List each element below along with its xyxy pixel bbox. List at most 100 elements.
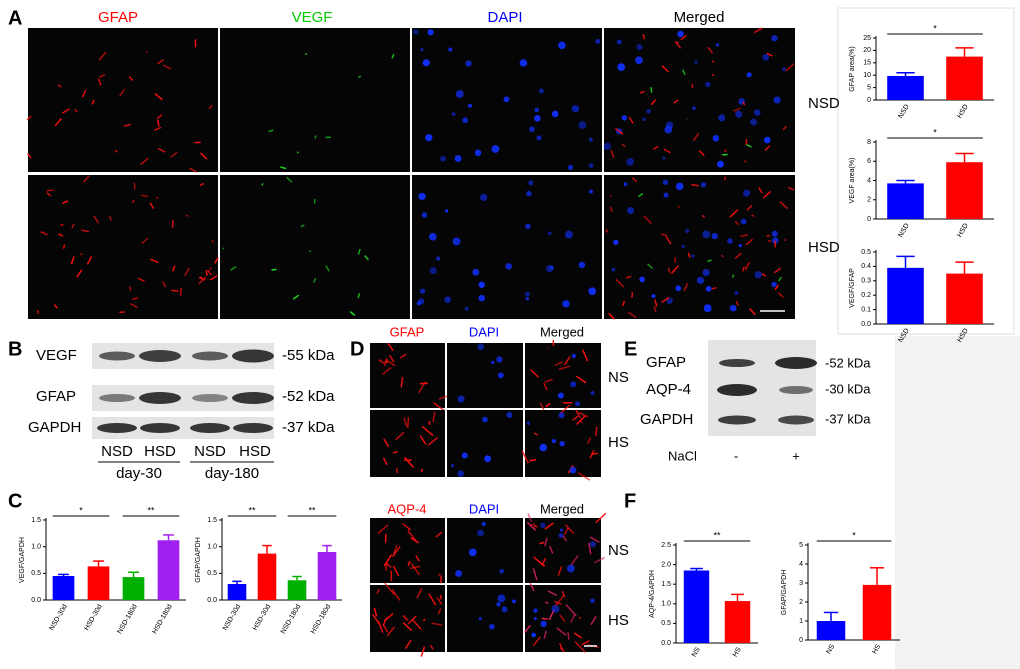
cell — [162, 64, 172, 70]
band — [99, 394, 135, 402]
bar — [52, 576, 75, 600]
micrograph — [604, 175, 795, 319]
cell — [410, 563, 421, 576]
cell — [420, 288, 426, 294]
band — [192, 394, 228, 402]
cell — [562, 300, 570, 308]
cell — [575, 409, 581, 418]
lane-label: NSD — [101, 443, 133, 460]
cell — [573, 632, 583, 639]
cell — [404, 456, 415, 468]
cell — [744, 160, 747, 163]
cell — [631, 177, 638, 183]
cell — [141, 194, 148, 198]
cell — [549, 265, 555, 270]
cell — [428, 232, 437, 241]
cell — [381, 366, 392, 375]
cell — [702, 230, 711, 239]
cell — [198, 276, 207, 285]
y-tick-label: 1.0 — [31, 544, 41, 551]
cell — [455, 570, 463, 577]
cell — [54, 118, 62, 127]
y-tick-label: 0.4 — [861, 263, 871, 270]
y-tick-label: 4 — [799, 561, 803, 568]
band — [778, 415, 814, 425]
size-label: -52 kDa — [282, 388, 335, 405]
cell — [687, 252, 691, 258]
bar — [946, 56, 983, 100]
micrograph — [447, 585, 523, 652]
cell — [646, 109, 651, 114]
cell — [61, 108, 70, 114]
cell — [503, 96, 510, 103]
cell — [707, 259, 712, 263]
cell — [705, 286, 712, 292]
cell — [451, 464, 455, 468]
cell — [701, 214, 706, 218]
significance-label: * — [933, 23, 937, 33]
cell — [157, 147, 166, 153]
column-header: GFAP — [98, 9, 138, 26]
cell — [60, 223, 64, 227]
cell — [461, 452, 468, 459]
cell — [589, 536, 600, 544]
cell — [677, 205, 680, 208]
band — [233, 423, 273, 433]
cell — [611, 268, 616, 272]
cell — [53, 304, 58, 309]
cell — [395, 467, 399, 474]
cell — [734, 220, 740, 226]
cell — [383, 438, 390, 448]
cell — [662, 156, 666, 160]
y-tick-label: 5 — [799, 542, 803, 549]
cell — [746, 204, 753, 211]
cell — [300, 224, 305, 228]
row-label: HS — [608, 434, 629, 451]
cell — [27, 152, 32, 159]
cell — [779, 201, 788, 210]
cell — [685, 228, 690, 233]
cell — [437, 608, 442, 615]
cell — [394, 431, 405, 441]
significance-label: ** — [308, 505, 316, 515]
cell — [547, 231, 552, 236]
cell — [570, 613, 576, 623]
cell — [750, 118, 758, 126]
cell — [427, 29, 434, 36]
cell — [478, 281, 485, 288]
bar — [862, 584, 892, 640]
cell — [771, 237, 779, 244]
band-label: VEGF — [36, 347, 77, 364]
cell — [525, 296, 530, 301]
size-label: -30 kDa — [825, 381, 871, 396]
cell — [763, 136, 771, 144]
cell — [81, 229, 90, 233]
cell — [670, 265, 679, 275]
cell — [400, 377, 404, 388]
cell — [547, 590, 558, 597]
band — [775, 357, 817, 369]
cell — [474, 149, 482, 157]
x-tick-label: NS — [691, 646, 702, 658]
cell — [571, 105, 580, 113]
significance-label: * — [852, 530, 856, 540]
cell — [667, 267, 671, 273]
cell — [545, 402, 551, 408]
cell — [742, 101, 746, 106]
cell — [578, 411, 589, 418]
cell — [595, 38, 601, 44]
cell — [357, 292, 361, 299]
cell — [452, 237, 461, 246]
y-tick-label: 10 — [863, 72, 871, 79]
treatment-label: NaCl — [668, 448, 697, 463]
y-tick-label: 0.0 — [31, 597, 41, 604]
cell — [145, 50, 149, 53]
cell — [735, 110, 743, 118]
cell — [572, 415, 579, 421]
cell — [378, 359, 385, 364]
y-tick-label: 2 — [867, 197, 871, 204]
band — [192, 351, 228, 361]
cell — [665, 235, 672, 245]
cell — [149, 202, 155, 209]
micrograph — [28, 175, 218, 319]
